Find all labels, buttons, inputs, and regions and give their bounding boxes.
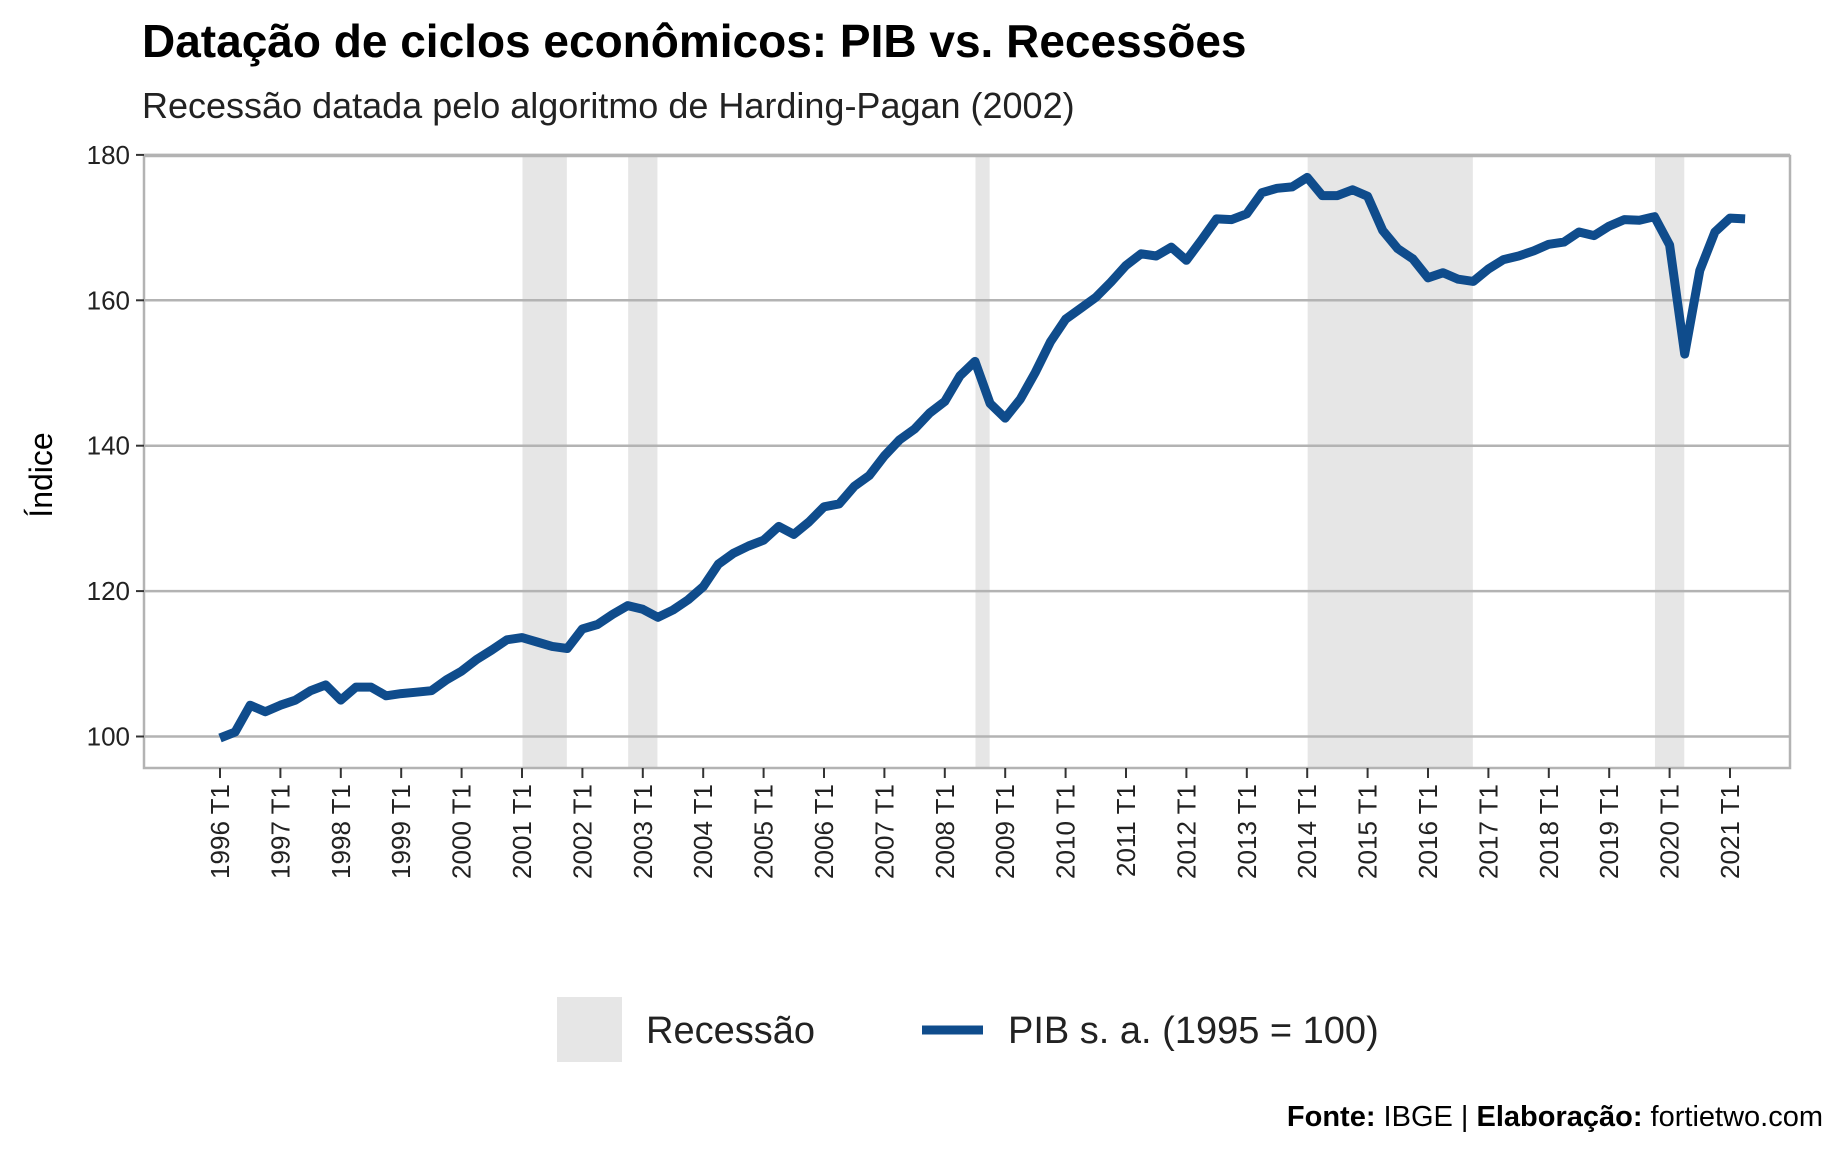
x-tick-label: 2019 T1 [1594,784,1624,879]
x-tick-label: 2005 T1 [749,784,779,879]
y-tick-label: 100 [87,722,130,752]
author-label: Elaboração: [1476,1101,1643,1133]
x-tick-label: 2006 T1 [809,784,839,879]
y-tick-label: 180 [87,140,130,170]
x-tick-label: 2003 T1 [628,784,658,879]
series-layer [218,172,1746,743]
source-label: Fonte: [1286,1101,1376,1133]
x-tick-label: 2004 T1 [688,784,718,879]
x-tick-label: 2010 T1 [1051,784,1081,879]
x-tick-label: 2001 T1 [507,784,537,879]
x-tick-label: 2007 T1 [869,784,899,879]
series-line [218,172,1746,743]
recession-band [522,156,567,768]
x-tick-label: 1997 T1 [265,784,295,879]
x-tick-label: 2008 T1 [930,784,960,879]
x-tick-label: 2011 T1 [1111,784,1141,877]
author-value: fortietwo.com [1642,1101,1823,1133]
x-tick-label: 2021 T1 [1715,784,1745,879]
source-caption: Fonte: IBGE | Elaboração: fortietwo.com [1287,1101,1823,1134]
y-axis: 100 120 140 160 180 [87,140,144,752]
y-axis-title: Índice [23,432,59,517]
chart-title: Datação de ciclos econômicos: PIB vs. Re… [142,15,1247,67]
legend: Recessão PIB s. a. (1995 = 100) [557,997,1379,1062]
y-tick-label: 160 [87,285,130,315]
plot-panel-border [142,154,1792,770]
x-tick-label: 2016 T1 [1413,784,1443,879]
chart-subtitle: Recessão datada pelo algoritmo de Hardin… [142,85,1075,126]
x-tick-label: 2000 T1 [447,784,477,879]
y-tick-label: 120 [87,576,130,606]
x-tick-label: 2012 T1 [1171,784,1201,879]
recession-band [628,156,658,768]
x-tick-label: 1998 T1 [326,784,356,879]
recession-bands [522,156,1685,768]
recession-band [1307,156,1473,768]
x-axis: 1996 T1 1997 T1 1998 T1 1999 T1 2000 T1 2001 … [205,768,1745,879]
x-tick-label: 1999 T1 [386,784,416,879]
y-tick-label: 140 [87,431,130,461]
x-tick-label: 2013 T1 [1232,784,1262,879]
source-value: IBGE | [1375,1101,1477,1133]
legend-label-series: PIB s. a. (1995 = 100) [1008,1010,1379,1052]
x-tick-label: 2002 T1 [567,784,597,879]
x-tick-label: 1996 T1 [205,784,235,879]
x-tick-label: 2015 T1 [1353,784,1383,879]
legend-swatch-recession [557,997,622,1062]
x-tick-label: 2014 T1 [1292,784,1322,879]
x-tick-label: 2020 T1 [1655,784,1685,879]
x-tick-label: 2018 T1 [1534,784,1564,879]
recession-band [975,156,990,768]
x-tick-label: 2009 T1 [990,784,1020,879]
x-tick-label: 2017 T1 [1473,784,1503,879]
legend-label-recession: Recessão [646,1010,815,1052]
